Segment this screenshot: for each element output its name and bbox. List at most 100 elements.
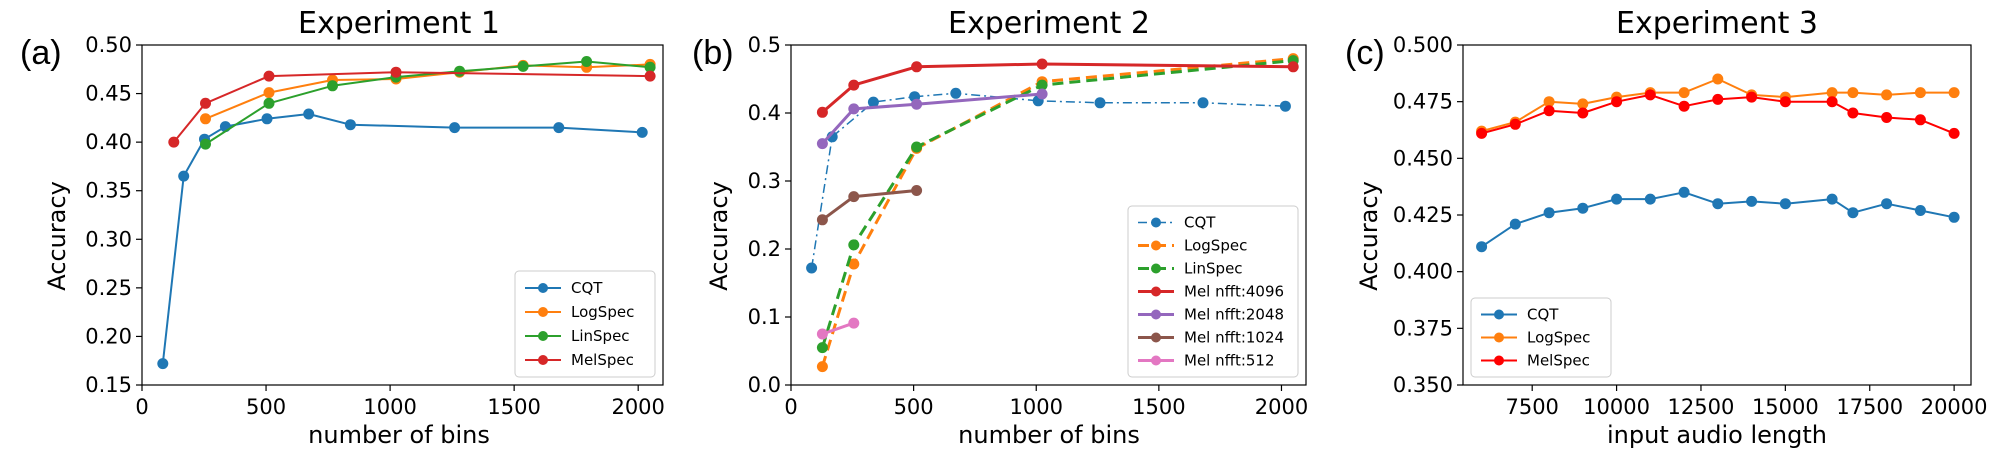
data-point <box>1826 96 1838 108</box>
legend-label: MelSpec <box>571 351 634 369</box>
data-point <box>517 60 529 72</box>
y-tick-label: 0.50 <box>85 33 132 57</box>
data-point <box>449 122 461 134</box>
legend-2: CQT LogSpec LinSpec Mel nfft:4096 Mel nfft:2… <box>1127 205 1299 378</box>
data-point <box>1948 127 1960 139</box>
legend-marker <box>1151 286 1161 297</box>
legend-box <box>1470 297 1612 378</box>
x-tick-label: 1500 <box>487 395 540 419</box>
data-point <box>1881 89 1893 101</box>
legend-label: LogSpec <box>1527 329 1590 347</box>
series-line-2-7 <box>821 321 855 336</box>
y-axis-label-1: Accuracy <box>43 181 71 291</box>
data-point <box>911 98 923 110</box>
y-tick-label: 0.35 <box>85 179 132 203</box>
data-point <box>344 119 356 131</box>
data-point <box>261 113 273 125</box>
series-line-2-6 <box>821 189 917 222</box>
legend-marker <box>1494 355 1504 366</box>
legend-label: Mel nfft:1024 <box>1184 329 1284 347</box>
y-tick-label: 0.400 <box>1393 260 1453 284</box>
y-tick-label: 0.0 <box>748 373 781 397</box>
data-point <box>1577 202 1589 214</box>
data-point <box>454 65 466 77</box>
data-point <box>1948 211 1960 223</box>
y-tick-label: 0.4 <box>748 101 781 125</box>
data-point <box>1678 100 1690 112</box>
data-point <box>1644 89 1656 101</box>
legend-marker <box>1151 309 1161 320</box>
series-line-1-3 <box>204 60 651 145</box>
data-point <box>263 70 275 82</box>
y-tick-label: 0.15 <box>85 373 132 397</box>
data-point <box>1577 107 1589 119</box>
data-point <box>911 61 923 73</box>
data-point <box>816 342 828 354</box>
data-point <box>848 79 860 91</box>
y-tick-label: 0.30 <box>85 227 132 251</box>
legend-box <box>1127 205 1299 378</box>
data-point <box>1476 241 1488 253</box>
panel-letter-b: (b) <box>692 34 734 72</box>
x-tick-label: 2000 <box>1255 395 1308 419</box>
data-point <box>581 56 593 67</box>
data-point <box>1644 193 1656 205</box>
y-tick-label: 0.375 <box>1393 316 1453 340</box>
series-line-1-2 <box>205 63 651 120</box>
panel-letter-c: (c) <box>1345 34 1385 72</box>
x-tick-label: 0 <box>784 395 797 419</box>
data-point <box>1746 91 1758 103</box>
data-point <box>1476 127 1488 139</box>
x-axis-label-2: number of bins <box>958 421 1140 449</box>
y-tick-label: 0.475 <box>1393 90 1453 114</box>
y-tick-label: 0.5 <box>748 33 781 57</box>
x-tick-label: 1500 <box>1132 395 1185 419</box>
legend-marker <box>1494 332 1504 343</box>
x-tick-label: 2000 <box>611 395 664 419</box>
y-tick-label: 0.2 <box>748 237 781 261</box>
y-tick-label: 0.25 <box>85 276 132 300</box>
legend-label: MelSpec <box>1527 352 1590 370</box>
data-point <box>1712 93 1724 105</box>
data-point <box>950 87 962 99</box>
data-point <box>1847 87 1859 99</box>
data-point <box>168 136 180 148</box>
y-tick-label: 0.425 <box>1393 203 1453 227</box>
y-tick-label: 0.1 <box>748 305 781 329</box>
data-point <box>816 361 828 373</box>
legend-marker <box>538 307 548 317</box>
data-point <box>848 239 860 251</box>
series-line-1-4 <box>173 71 651 143</box>
x-tick-label: 12500 <box>1668 395 1735 419</box>
legend-marker <box>1151 355 1161 366</box>
legend-label: CQT <box>1527 306 1559 324</box>
legend-marker <box>1151 217 1161 228</box>
data-point <box>1577 98 1589 110</box>
data-point <box>848 317 860 329</box>
data-point <box>1094 97 1106 109</box>
x-tick-label: 1000 <box>363 395 416 419</box>
data-point <box>1543 207 1555 219</box>
data-point <box>1678 186 1690 198</box>
data-point <box>1826 193 1838 205</box>
legend-label: Mel nfft:2048 <box>1184 306 1284 324</box>
data-point <box>867 96 879 108</box>
data-point <box>1287 61 1299 73</box>
data-point <box>263 97 275 109</box>
data-point <box>1036 58 1048 70</box>
data-point <box>1881 112 1893 123</box>
data-point <box>644 70 656 82</box>
data-point <box>390 66 402 78</box>
y-tick-label: 0.3 <box>748 169 781 193</box>
data-point <box>1279 100 1291 112</box>
data-point <box>1611 96 1623 108</box>
data-point <box>848 258 860 270</box>
y-tick-label: 0.500 <box>1393 33 1453 57</box>
y-tick-label: 0.40 <box>85 130 132 154</box>
legend-label: LinSpec <box>1184 260 1243 278</box>
chart-panel-2: 0 500 1000 1500 2000 0.0 0.1 0.2 0.3 0.4 0.5 CQT Log… <box>748 33 1309 419</box>
x-tick-label: 10000 <box>1583 395 1650 419</box>
x-tick-label: 500 <box>246 395 286 419</box>
data-point <box>200 113 211 125</box>
